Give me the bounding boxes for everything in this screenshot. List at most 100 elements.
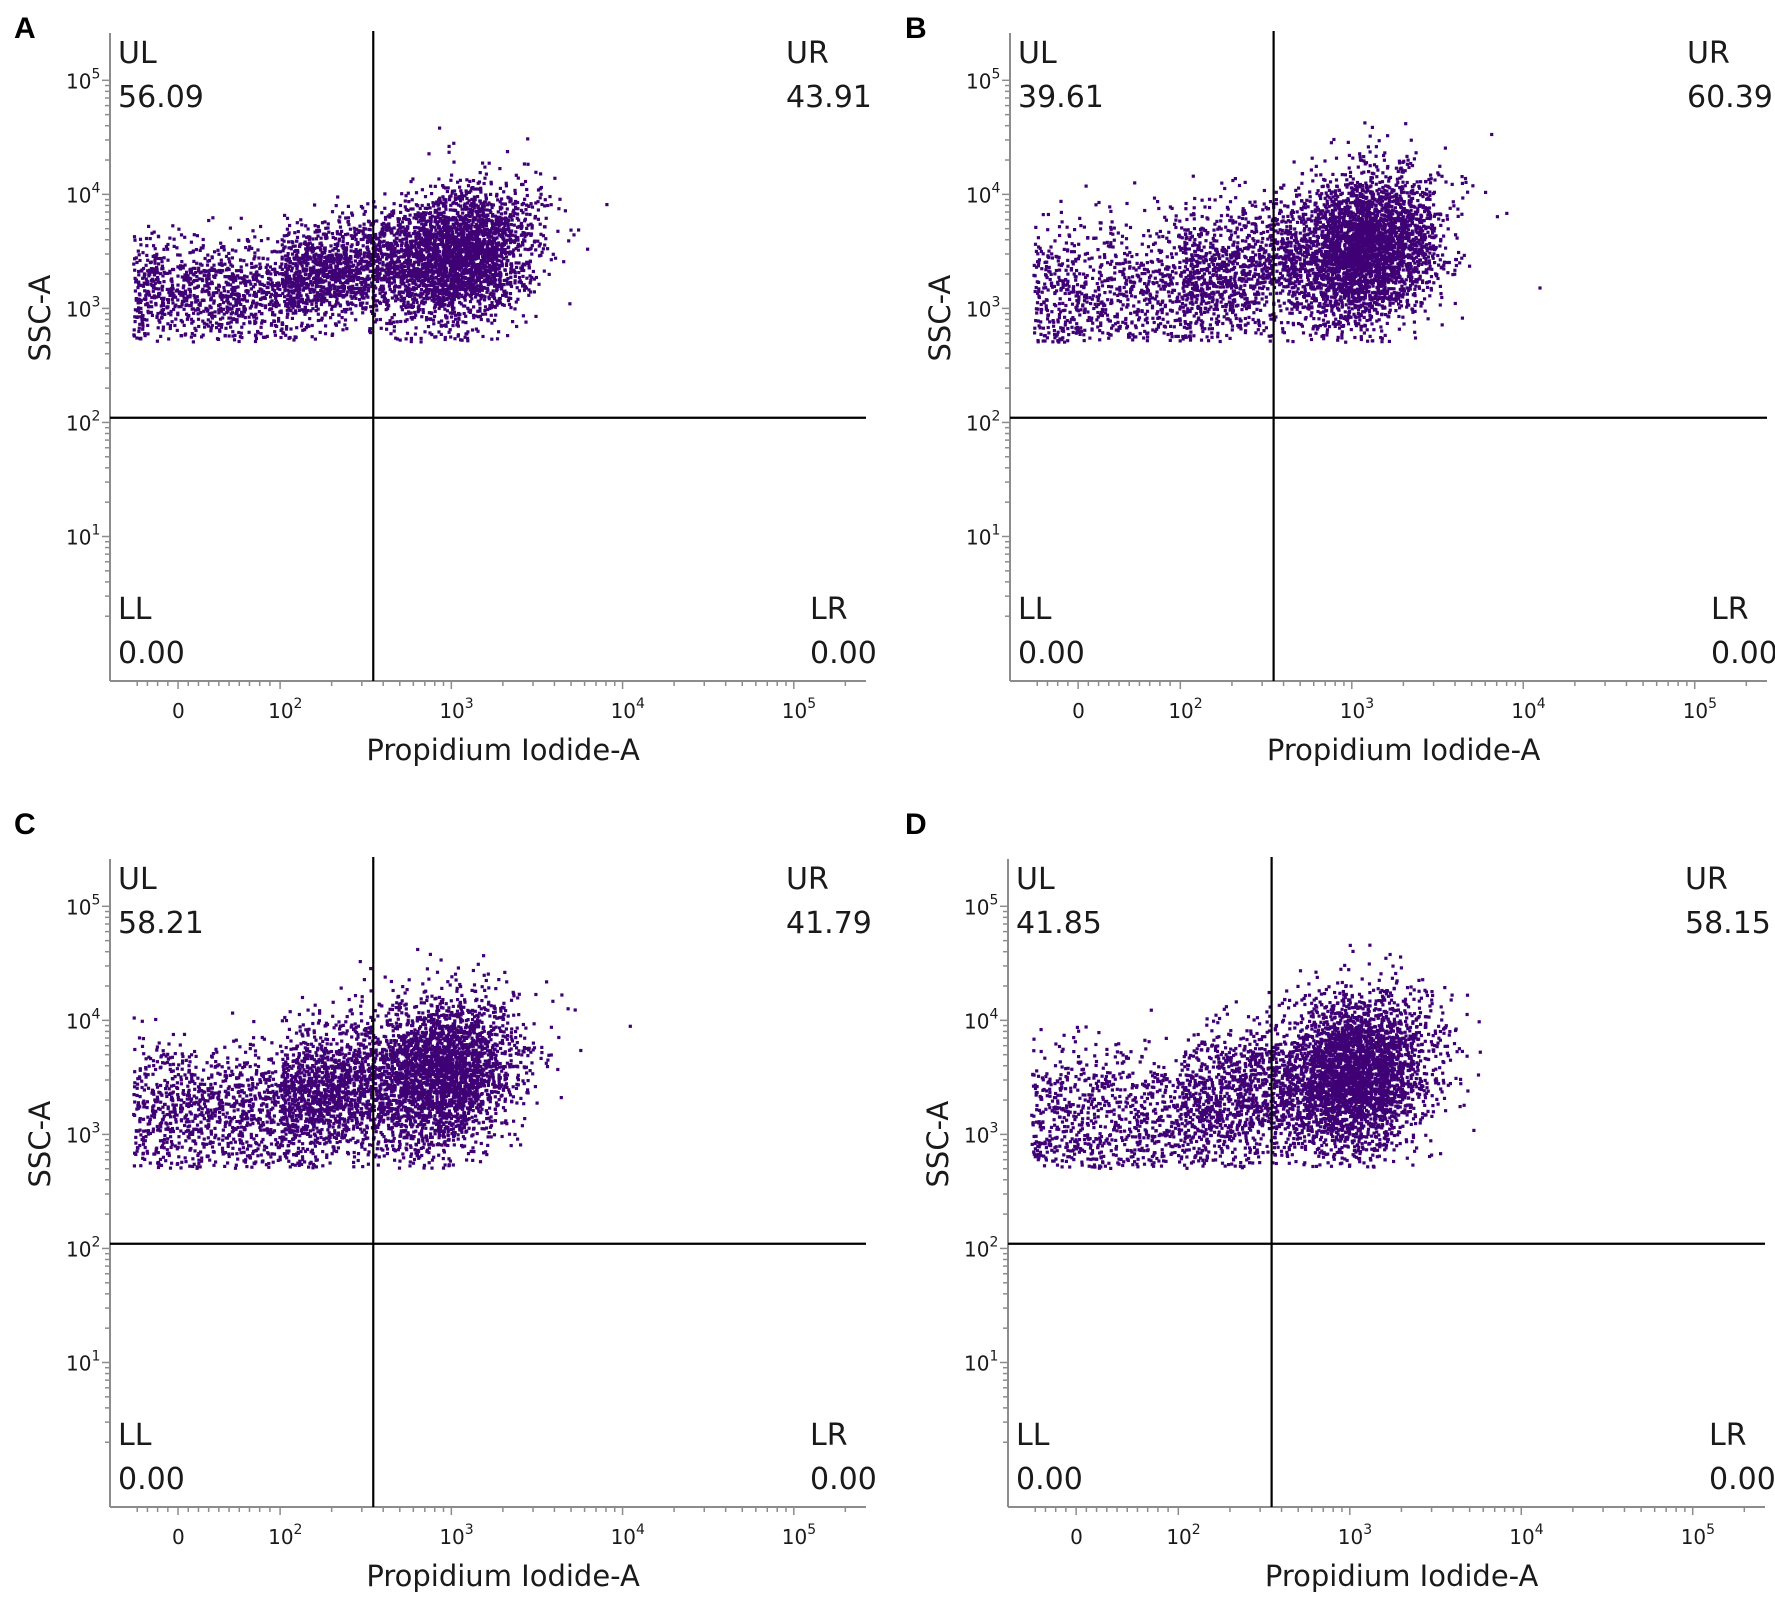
- scatter-point: [421, 310, 425, 314]
- scatter-point: [318, 258, 322, 262]
- scatter-point: [542, 225, 547, 229]
- scatter-point: [424, 284, 428, 288]
- scatter-point: [468, 245, 472, 249]
- scatter-point: [286, 254, 290, 258]
- scatter-point: [302, 286, 306, 290]
- scatter-point: [296, 249, 300, 253]
- scatter-point: [496, 210, 500, 214]
- scatter-point: [441, 292, 445, 296]
- scatter-point: [198, 301, 202, 305]
- scatter-point: [155, 339, 159, 343]
- scatter-point: [318, 270, 322, 274]
- scatter-point: [350, 211, 354, 215]
- scatter-point: [357, 267, 361, 271]
- scatter-point: [301, 267, 305, 271]
- scatter-point: [304, 273, 308, 277]
- scatter-point: [464, 294, 468, 298]
- scatter-point: [251, 301, 255, 305]
- scatter-point: [306, 227, 310, 231]
- scatter-point: [305, 255, 309, 259]
- scatter-point: [350, 311, 354, 315]
- scatter-point: [440, 319, 444, 323]
- scatter-point: [191, 340, 195, 344]
- scatter-point: [480, 272, 484, 276]
- scatter-point: [161, 274, 165, 278]
- scatter-point: [436, 211, 440, 215]
- scatter-point: [457, 233, 461, 237]
- scatter-point: [399, 210, 403, 214]
- scatter-point: [205, 282, 209, 286]
- scatter-point: [205, 277, 209, 281]
- scatter-point: [477, 180, 482, 184]
- scatter-point: [381, 225, 385, 229]
- scatter-point: [294, 270, 298, 274]
- scatter-point: [449, 315, 454, 319]
- scatter-point: [290, 252, 295, 256]
- scatter-point: [273, 272, 278, 277]
- scatter-point: [145, 292, 149, 296]
- scatter-point: [530, 205, 535, 209]
- scatter-point: [223, 262, 227, 266]
- scatter-point: [280, 257, 284, 261]
- scatter-point: [315, 295, 319, 299]
- scatter-point: [227, 306, 231, 310]
- scatter-point: [250, 261, 254, 266]
- scatter-point: [436, 213, 440, 217]
- scatter-point: [157, 294, 161, 299]
- scatter-point: [473, 218, 477, 222]
- scatter-point: [174, 295, 178, 299]
- scatter-point: [259, 325, 263, 329]
- scatter-point: [479, 284, 483, 288]
- scatter-point: [285, 297, 289, 301]
- scatter-point: [170, 293, 174, 298]
- scatter-point: [360, 283, 364, 287]
- scatter-point: [469, 293, 473, 297]
- scatter-point: [410, 305, 414, 309]
- scatter-point: [297, 287, 301, 291]
- scatter-point: [451, 283, 455, 287]
- scatter-point: [344, 246, 349, 250]
- scatter-point: [154, 278, 158, 282]
- scatter-point: [407, 310, 411, 314]
- scatter-point: [260, 275, 264, 279]
- scatter-point: [201, 288, 205, 292]
- scatter-point: [470, 234, 474, 239]
- scatter-point: [483, 165, 487, 169]
- scatter-point: [156, 275, 160, 280]
- scatter-point: [415, 275, 419, 279]
- scatter-point: [354, 318, 358, 322]
- scatter-point: [404, 269, 408, 273]
- scatter-point: [544, 237, 548, 241]
- scatter-point: [503, 211, 507, 215]
- scatter-point: [422, 211, 426, 215]
- scatter-point: [305, 277, 309, 281]
- scatter-point: [252, 277, 256, 282]
- scatter-point: [430, 225, 434, 229]
- scatter-point: [311, 307, 315, 311]
- scatter-point: [381, 228, 385, 232]
- scatter-point: [449, 335, 453, 339]
- scatter-point: [312, 270, 316, 274]
- scatter-point: [304, 286, 308, 290]
- scatter-point: [390, 213, 395, 218]
- scatter-point: [135, 336, 139, 340]
- scatter-point: [335, 232, 340, 236]
- scatter-point: [395, 285, 400, 289]
- scatter-point: [452, 249, 456, 253]
- scatter-point: [136, 308, 140, 312]
- scatter-point: [189, 335, 193, 339]
- scatter-point: [470, 271, 474, 276]
- scatter-point: [481, 259, 485, 263]
- scatter-point: [353, 274, 357, 278]
- scatter-point: [236, 295, 240, 299]
- scatter-point: [239, 313, 243, 317]
- scatter-point: [483, 295, 487, 299]
- scatter-point: [497, 248, 501, 252]
- scatter-point: [456, 334, 460, 338]
- scatter-point: [420, 251, 424, 255]
- scatter-point: [465, 292, 469, 296]
- scatter-point: [350, 264, 355, 268]
- scatter-point: [176, 283, 180, 287]
- scatter-point: [378, 271, 382, 275]
- scatter-point: [486, 288, 490, 292]
